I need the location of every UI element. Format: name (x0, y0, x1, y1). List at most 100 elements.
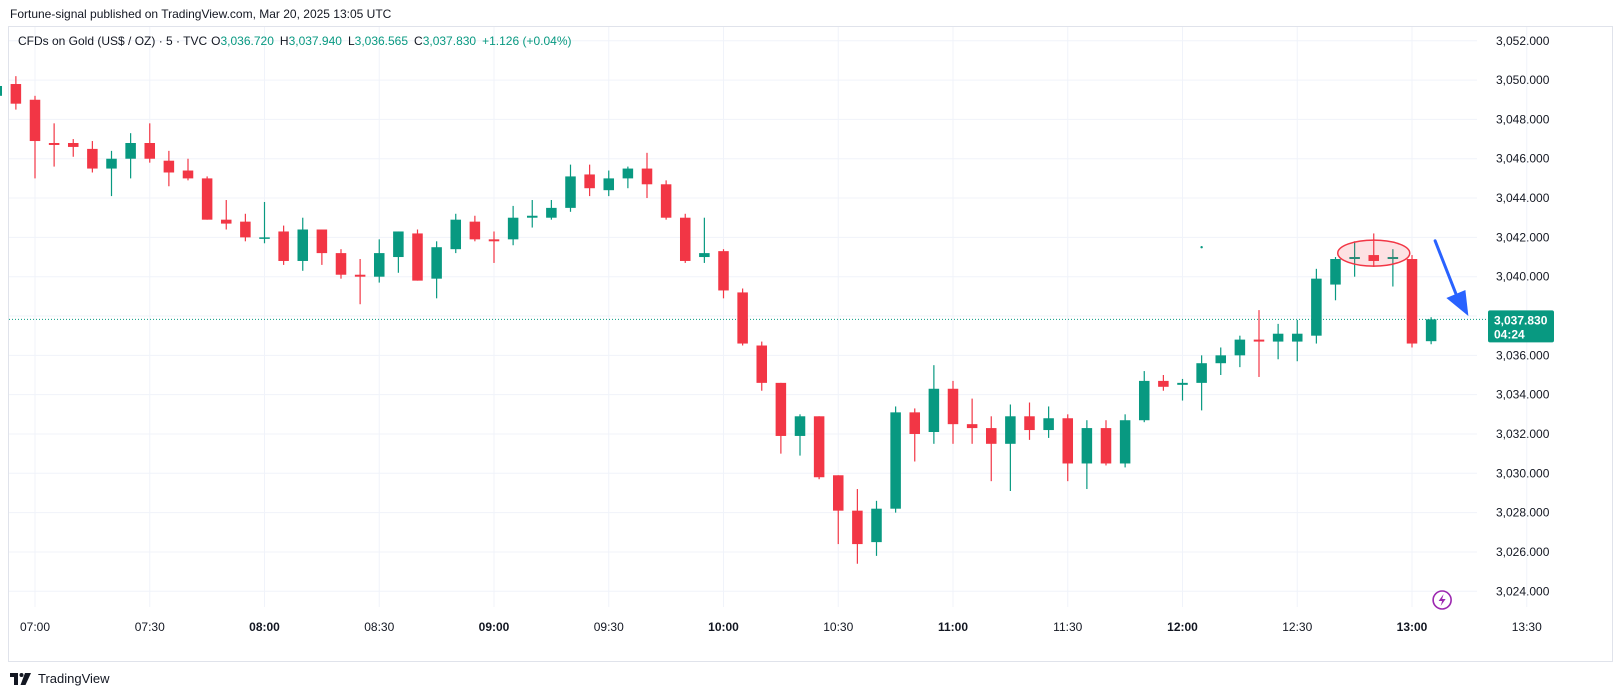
highlight-ellipse[interactable] (1337, 239, 1411, 267)
candle-body[interactable] (431, 247, 442, 279)
candle-body[interactable] (526, 215, 538, 218)
candle-body[interactable] (565, 176, 576, 208)
candle-body[interactable] (1368, 255, 1380, 261)
candle-body[interactable] (584, 174, 595, 189)
chart-legend: CFDs on Gold (US$ / OZ) · 5 · TVC O 3,03… (18, 34, 572, 48)
legend-low-value: 3,036.565 (354, 34, 409, 48)
candle-body[interactable] (48, 143, 60, 145)
x-tick-label: 10:00 (708, 620, 739, 634)
candle-body[interactable] (354, 274, 366, 277)
x-tick-label: 13:30 (1512, 620, 1542, 634)
candle-body[interactable] (1062, 418, 1074, 464)
candle-body[interactable] (67, 143, 79, 147)
candle-body[interactable] (546, 207, 557, 218)
candle-body[interactable] (1272, 333, 1284, 342)
candle-body[interactable] (1100, 428, 1112, 464)
candle-body[interactable] (1387, 257, 1399, 259)
candle-body[interactable] (469, 221, 481, 240)
candle-body[interactable] (985, 428, 997, 444)
candle-body[interactable] (1138, 380, 1150, 421)
candle-body[interactable] (259, 237, 270, 239)
candle-body[interactable] (1177, 382, 1188, 385)
candle-body[interactable] (966, 424, 978, 429)
annotation-dot (1200, 246, 1203, 249)
candle-body[interactable] (1291, 333, 1303, 342)
candle-body[interactable] (679, 217, 691, 261)
footer: TradingView (10, 671, 110, 686)
candle-body[interactable] (890, 412, 901, 509)
candle-body[interactable] (813, 416, 825, 478)
candle-body[interactable] (335, 253, 347, 275)
candle-body[interactable] (412, 233, 423, 281)
candle-body[interactable] (909, 412, 921, 434)
candle-body[interactable] (373, 253, 385, 277)
candle-body[interactable] (1005, 416, 1016, 444)
candle-body[interactable] (1158, 380, 1169, 387)
candle-body[interactable] (106, 158, 117, 169)
candle-body[interactable] (737, 292, 748, 344)
footer-brand[interactable]: TradingView (38, 671, 110, 686)
y-tick-label: 3,030.000 (1496, 466, 1550, 480)
candle-body[interactable] (10, 84, 22, 104)
candle-body[interactable] (1253, 339, 1265, 342)
candle-body[interactable] (641, 168, 653, 185)
x-tick-label: 10:30 (823, 620, 853, 634)
candle-body[interactable] (718, 251, 729, 291)
candle-body[interactable] (1081, 428, 1093, 464)
candle-body[interactable] (1330, 259, 1341, 285)
y-tick-label: 3,024.000 (1496, 584, 1550, 598)
candle-body[interactable] (1024, 416, 1035, 431)
candle-body[interactable] (488, 239, 500, 242)
candle-body[interactable] (1406, 259, 1418, 344)
x-tick-label: 09:30 (594, 620, 624, 634)
candle-body[interactable] (947, 388, 959, 425)
candle-body[interactable] (928, 388, 940, 433)
candle-body[interactable] (29, 99, 41, 142)
candle-body[interactable] (871, 508, 882, 543)
y-tick-label: 3,052.000 (1496, 34, 1550, 48)
candle-body[interactable] (240, 221, 251, 238)
candle-body[interactable] (125, 143, 136, 159)
candle-body[interactable] (163, 160, 175, 173)
candle-body[interactable] (87, 148, 98, 169)
down-arrow-shaft[interactable] (1433, 239, 1460, 302)
candle-body[interactable] (622, 168, 634, 179)
candle-body[interactable] (507, 217, 519, 240)
candle-body[interactable] (1234, 339, 1246, 356)
legend-symbol[interactable]: CFDs on Gold (US$ / OZ) · 5 · TVC (18, 34, 208, 48)
candle-body[interactable] (1119, 420, 1131, 464)
down-arrow-head[interactable] (1446, 290, 1469, 317)
candle-body[interactable] (660, 184, 672, 218)
candle-body[interactable] (794, 416, 806, 436)
candle-body[interactable] (1349, 257, 1360, 259)
current-price-label[interactable] (1488, 310, 1554, 343)
y-tick-label: 3,042.000 (1496, 230, 1550, 244)
candle-body[interactable] (1311, 278, 1322, 336)
candle-body[interactable] (450, 219, 462, 250)
candle-body[interactable] (1215, 355, 1227, 364)
candle-body[interactable] (1425, 319, 1437, 342)
candle-body[interactable] (144, 143, 156, 159)
candle-body[interactable] (201, 178, 213, 220)
candle-body[interactable] (0, 85, 3, 96)
candle-body[interactable] (278, 231, 289, 261)
tradingview-logo-icon[interactable] (10, 672, 32, 685)
candle-body[interactable] (393, 231, 404, 258)
chart-frame[interactable] (8, 26, 1613, 662)
y-tick-label: 3,034.000 (1496, 388, 1550, 402)
candle-body[interactable] (220, 219, 232, 224)
legend-close-label: C (414, 34, 423, 48)
candle-body[interactable] (297, 229, 309, 261)
candle-body[interactable] (832, 475, 844, 511)
candle-body[interactable] (603, 178, 615, 191)
candle-body[interactable] (1043, 418, 1054, 431)
candle-body[interactable] (699, 253, 710, 258)
candle-body[interactable] (316, 229, 328, 254)
candle-body[interactable] (775, 382, 787, 436)
candle-body[interactable] (182, 170, 194, 179)
candle-body[interactable] (852, 510, 863, 545)
candle-body[interactable] (1196, 363, 1207, 383)
candle-body[interactable] (756, 345, 768, 383)
